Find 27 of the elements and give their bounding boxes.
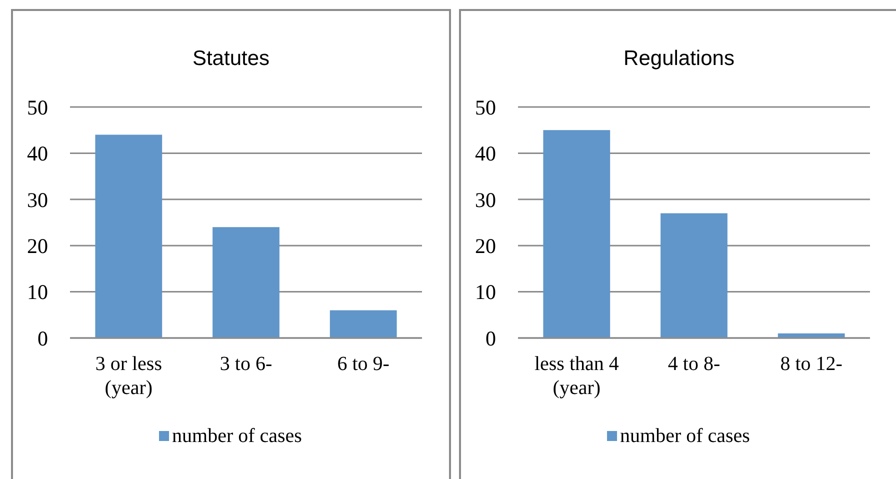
y-tick-label: 10 [27, 280, 48, 304]
y-tick-label: 30 [475, 188, 496, 212]
bar [543, 130, 610, 338]
chart-title: Regulations [624, 47, 734, 70]
bar [212, 227, 280, 338]
x-tick-label: 3 to 6- [220, 353, 272, 375]
bar [330, 310, 397, 338]
x-tick-label: 4 to 8- [668, 353, 720, 375]
y-tick-label: 50 [475, 95, 496, 120]
chart-title: Statutes [192, 47, 270, 70]
x-tick-label: 6 to 9- [337, 353, 390, 375]
bar [660, 213, 728, 338]
y-tick-label: 40 [475, 142, 496, 166]
y-tick-label: 0 [486, 326, 496, 350]
bar [95, 134, 162, 338]
y-tick-label: 50 [27, 95, 48, 120]
y-tick-label: 20 [475, 234, 496, 258]
legend-label: number of cases [620, 425, 750, 447]
y-tick-label: 10 [475, 280, 496, 304]
y-tick-label: 20 [27, 234, 48, 258]
y-tick-label: 30 [27, 188, 48, 212]
x-tick-label: 3 or less (year) [95, 353, 162, 399]
y-tick-label: 40 [27, 142, 48, 166]
y-tick-label: 0 [38, 326, 48, 350]
x-tick-label: less than 4 (year) [534, 353, 619, 399]
x-tick-label: 8 to 12- [780, 353, 842, 375]
legend-label: number of cases [172, 425, 302, 447]
